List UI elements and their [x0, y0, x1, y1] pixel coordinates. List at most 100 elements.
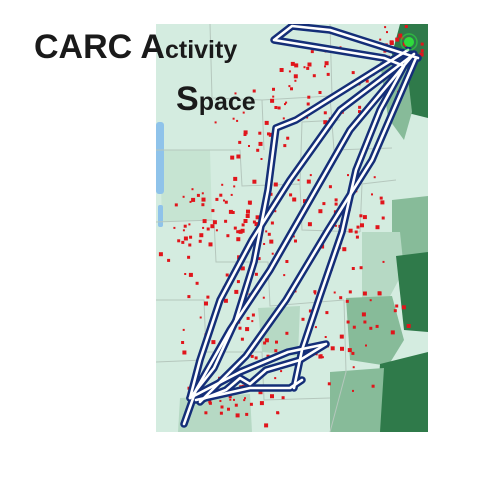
- location-point: [352, 366, 355, 369]
- location-point: [404, 25, 408, 28]
- location-point: [248, 145, 250, 147]
- location-point: [362, 215, 367, 220]
- location-point: [339, 296, 343, 300]
- location-point: [258, 141, 263, 146]
- location-point: [264, 338, 269, 343]
- location-point: [420, 42, 424, 46]
- location-point: [249, 202, 252, 205]
- location-point: [257, 257, 261, 261]
- location-point: [373, 176, 376, 179]
- map-title-line2: Space: [176, 82, 256, 116]
- location-point: [221, 183, 224, 186]
- location-point: [328, 185, 332, 189]
- location-point: [307, 62, 312, 67]
- title-segment: A: [140, 28, 165, 66]
- location-point: [226, 234, 230, 238]
- title-segment: CARC: [34, 28, 133, 66]
- location-point: [306, 116, 309, 119]
- location-point: [270, 98, 275, 103]
- location-point: [184, 273, 187, 275]
- location-point: [264, 423, 269, 428]
- location-point: [177, 239, 181, 243]
- location-point: [264, 120, 269, 125]
- location-point: [206, 227, 210, 231]
- location-point: [255, 215, 260, 220]
- location-point: [251, 313, 255, 317]
- location-point: [276, 411, 280, 415]
- location-point: [393, 309, 397, 313]
- location-point: [314, 326, 317, 329]
- location-point: [173, 226, 176, 229]
- location-point: [230, 155, 235, 160]
- boundary-line: [329, 299, 347, 432]
- location-point: [167, 258, 171, 262]
- location-point: [182, 229, 185, 232]
- location-point: [225, 273, 229, 277]
- location-point: [334, 202, 338, 206]
- location-point: [352, 325, 356, 329]
- location-point: [233, 176, 238, 181]
- location-point: [187, 255, 191, 259]
- location-point: [256, 148, 260, 152]
- location-point: [279, 68, 284, 72]
- location-point: [323, 111, 327, 115]
- location-point: [188, 243, 192, 247]
- region-dark-bottom-right: [376, 352, 428, 432]
- location-point: [231, 211, 235, 214]
- location-point: [199, 316, 202, 319]
- location-point: [227, 407, 230, 411]
- region-mid-bottom: [330, 368, 384, 432]
- location-point: [314, 292, 317, 295]
- location-point: [234, 289, 239, 294]
- location-point: [274, 210, 277, 213]
- location-point: [215, 197, 219, 201]
- location-point: [290, 61, 295, 66]
- location-point: [352, 389, 354, 392]
- location-point: [356, 225, 360, 229]
- location-point: [301, 317, 305, 321]
- location-point: [361, 312, 366, 317]
- location-point: [380, 200, 385, 205]
- location-point: [238, 140, 242, 144]
- location-point: [306, 66, 310, 70]
- boundary-line: [209, 24, 265, 151]
- location-point: [274, 106, 278, 109]
- location-point: [325, 311, 329, 315]
- location-point: [269, 239, 274, 244]
- location-point: [288, 70, 291, 73]
- location-point: [187, 295, 191, 299]
- location-point: [290, 87, 293, 91]
- location-point: [285, 101, 288, 104]
- location-point: [245, 327, 250, 332]
- home-marker: [400, 33, 418, 51]
- location-point: [219, 193, 223, 197]
- location-point: [288, 85, 291, 88]
- location-point: [223, 298, 228, 303]
- location-point: [182, 195, 185, 198]
- location-point: [254, 356, 258, 360]
- location-point: [277, 106, 281, 110]
- location-point: [182, 350, 187, 355]
- location-point: [324, 336, 327, 338]
- location-point: [238, 326, 242, 330]
- location-point: [377, 291, 381, 295]
- location-point: [266, 354, 270, 358]
- location-point: [363, 320, 367, 324]
- location-point: [211, 209, 215, 213]
- route-inner: [272, 24, 420, 390]
- location-point: [241, 223, 245, 227]
- location-point: [369, 299, 372, 302]
- location-point: [208, 242, 213, 247]
- boundary-line: [156, 359, 205, 363]
- location-point: [189, 200, 192, 203]
- location-point: [243, 219, 248, 223]
- location-point: [324, 61, 329, 66]
- location-point: [398, 33, 403, 38]
- location-point: [267, 232, 271, 236]
- location-point: [369, 326, 373, 330]
- location-point: [243, 133, 247, 136]
- location-point: [327, 382, 331, 386]
- location-point: [271, 252, 274, 255]
- location-point: [183, 236, 188, 241]
- location-point: [275, 340, 278, 344]
